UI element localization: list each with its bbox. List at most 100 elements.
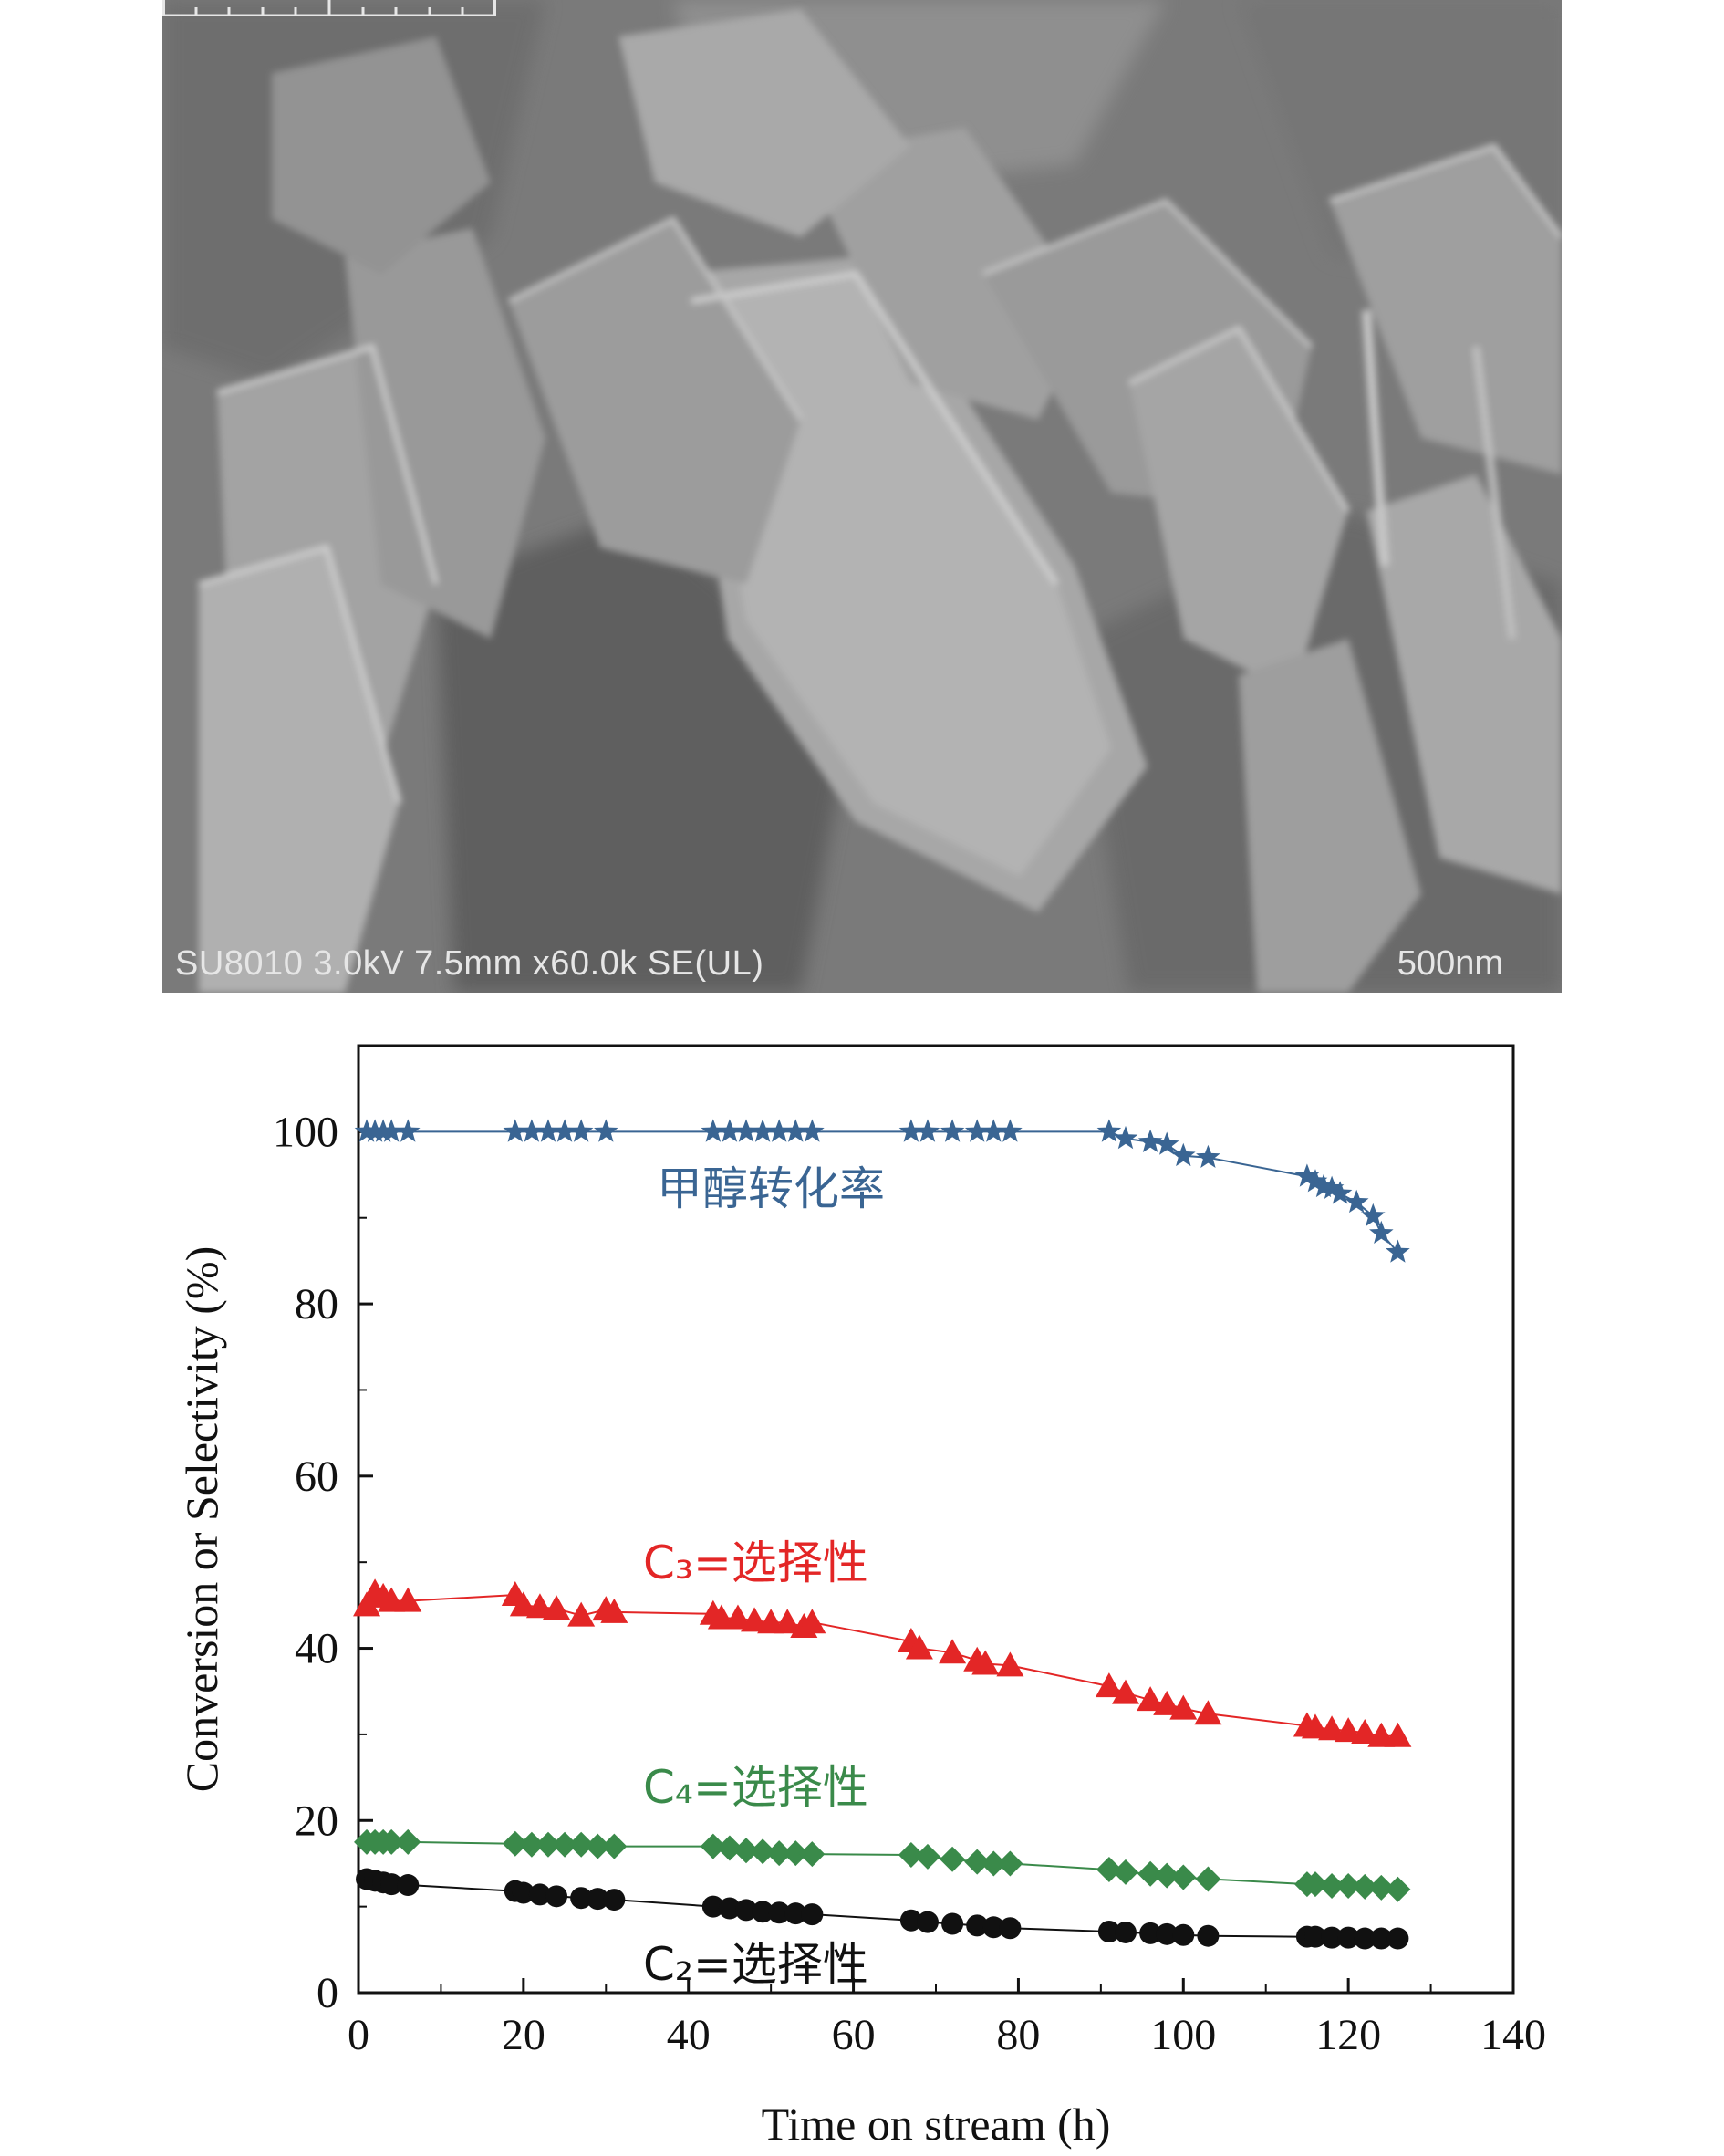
y-tick-label: 80 bbox=[295, 1280, 338, 1328]
data-point bbox=[394, 1587, 422, 1612]
data-point bbox=[981, 1119, 1006, 1142]
data-point bbox=[1195, 1866, 1221, 1892]
data-point bbox=[701, 1895, 724, 1918]
data-point bbox=[1154, 1131, 1179, 1155]
data-point bbox=[999, 1917, 1022, 1940]
data-point bbox=[528, 1883, 551, 1906]
data-point bbox=[996, 1651, 1024, 1677]
data-point bbox=[1301, 1713, 1329, 1739]
data-point bbox=[766, 1840, 793, 1867]
scale-bar bbox=[162, 0, 496, 16]
data-point bbox=[1171, 1142, 1196, 1167]
data-point bbox=[733, 1119, 759, 1142]
data-point bbox=[716, 1835, 743, 1861]
data-point bbox=[964, 1849, 991, 1875]
x-tick-label: 80 bbox=[996, 2011, 1040, 2059]
data-point bbox=[518, 1831, 545, 1858]
data-point bbox=[395, 1828, 421, 1855]
series-label-c4-selectivity: C₄=选择性 bbox=[643, 1761, 868, 1814]
data-point bbox=[1154, 1862, 1180, 1889]
data-point bbox=[701, 1119, 726, 1142]
data-point bbox=[1156, 1922, 1179, 1945]
data-point bbox=[783, 1840, 809, 1867]
stability-chart: 0 20 40 60 80 100 120 140 0 20 40 60 80 100 Time on … bbox=[176, 1044, 1546, 2150]
data-point bbox=[905, 1634, 933, 1660]
y-axis-title: Conversion or Selectivity (%) bbox=[176, 1246, 227, 1793]
data-point bbox=[568, 1119, 594, 1142]
data-point bbox=[1196, 1144, 1220, 1168]
data-point bbox=[1369, 1220, 1394, 1244]
data-point bbox=[587, 1888, 609, 1911]
data-point bbox=[741, 1607, 769, 1632]
data-point bbox=[1344, 1189, 1369, 1213]
y-tick-label: 0 bbox=[317, 1969, 338, 2017]
sem-caption: SU8010 3.0kV 7.5mm x60.0k SE(UL) bbox=[175, 944, 764, 983]
data-point bbox=[585, 1833, 611, 1859]
data-point bbox=[784, 1119, 808, 1142]
data-point bbox=[1137, 1686, 1165, 1712]
data-point bbox=[600, 1598, 628, 1623]
series-label-c2-selectivity: C₂=选择性 bbox=[643, 1938, 868, 1991]
x-tick-label: 140 bbox=[1480, 2011, 1546, 2059]
data-point bbox=[915, 1119, 940, 1142]
data-point bbox=[718, 1897, 741, 1920]
data-point bbox=[1361, 1203, 1386, 1227]
data-point bbox=[1137, 1129, 1163, 1152]
data-point bbox=[801, 1903, 824, 1926]
data-point bbox=[1294, 1163, 1320, 1187]
data-point bbox=[1096, 1857, 1122, 1883]
data-point bbox=[1370, 1927, 1393, 1950]
data-point bbox=[733, 1838, 760, 1864]
y-tick-label: 100 bbox=[273, 1108, 338, 1156]
data-point bbox=[567, 1601, 596, 1627]
data-point bbox=[519, 1119, 545, 1142]
data-point bbox=[594, 1119, 618, 1142]
data-point bbox=[1351, 1719, 1379, 1745]
series-3 bbox=[356, 1868, 1409, 1950]
x-tick-label: 20 bbox=[502, 2011, 545, 2059]
sem-texture bbox=[162, 0, 1562, 993]
data-point bbox=[379, 1828, 405, 1855]
y-tick-label: 60 bbox=[295, 1453, 338, 1501]
data-point bbox=[512, 1881, 535, 1904]
data-point bbox=[1318, 1715, 1346, 1741]
data-point bbox=[717, 1119, 743, 1142]
data-point bbox=[766, 1119, 792, 1142]
data-point bbox=[379, 1119, 404, 1142]
data-point bbox=[397, 1874, 420, 1897]
data-point bbox=[535, 1831, 561, 1858]
series-2 bbox=[354, 1828, 1411, 1902]
x-tick-label: 60 bbox=[832, 2011, 876, 2059]
data-point bbox=[750, 1838, 776, 1865]
data-point bbox=[570, 1887, 593, 1910]
data-point bbox=[535, 1119, 561, 1142]
data-point bbox=[1170, 1864, 1197, 1890]
series-0 bbox=[354, 1119, 1410, 1263]
data-point bbox=[1354, 1927, 1376, 1950]
data-point bbox=[1137, 1860, 1164, 1887]
data-point bbox=[1169, 1694, 1198, 1720]
data-point bbox=[1384, 1722, 1412, 1747]
data-point bbox=[1139, 1922, 1162, 1944]
data-point bbox=[800, 1119, 825, 1142]
data-point bbox=[982, 1916, 1005, 1939]
x-tick-labels: 0 20 40 60 80 100 120 140 bbox=[348, 2011, 1546, 2059]
data-point bbox=[1335, 1872, 1362, 1899]
data-point bbox=[1321, 1926, 1344, 1949]
data-point bbox=[784, 1902, 807, 1925]
data-point bbox=[939, 1639, 967, 1664]
data-point bbox=[914, 1843, 940, 1870]
data-point bbox=[1197, 1924, 1220, 1947]
data-point bbox=[799, 1841, 826, 1868]
data-point bbox=[750, 1119, 775, 1142]
data-point bbox=[964, 1119, 990, 1142]
data-point bbox=[509, 1591, 537, 1617]
data-point bbox=[997, 1850, 1023, 1877]
data-point bbox=[1368, 1874, 1395, 1901]
data-point bbox=[1096, 1119, 1122, 1142]
data-point bbox=[1302, 1871, 1328, 1898]
data-point bbox=[503, 1119, 528, 1142]
y-tick-labels: 0 20 40 60 80 100 bbox=[273, 1108, 338, 2017]
data-point bbox=[1337, 1926, 1360, 1949]
data-point bbox=[1172, 1923, 1195, 1946]
